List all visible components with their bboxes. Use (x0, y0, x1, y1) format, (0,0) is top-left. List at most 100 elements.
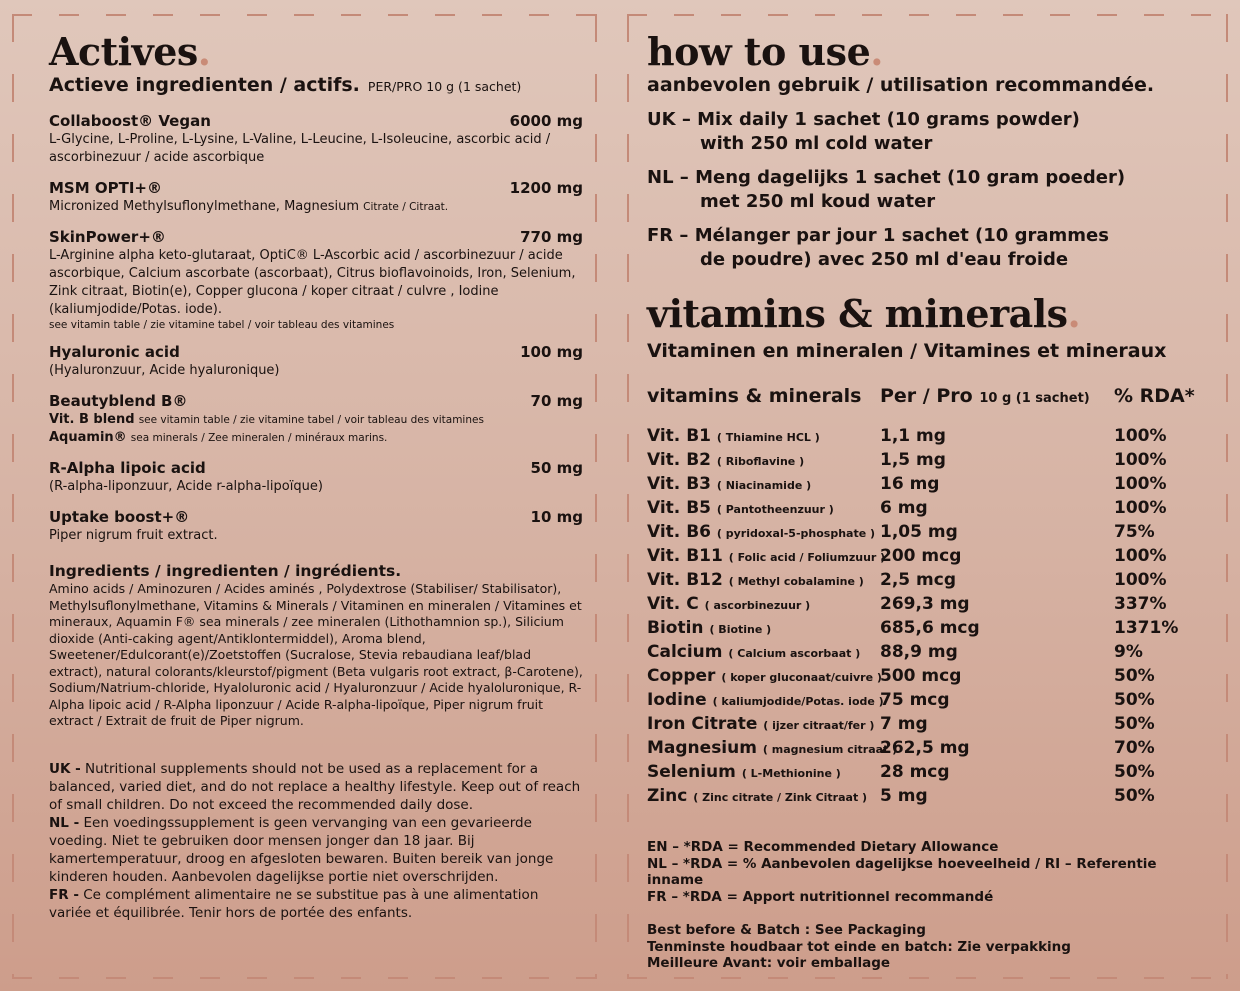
item-name: MSM OPTI+® (49, 179, 163, 197)
item-description: L-Arginine alpha keto-glutaraat, OptiC® … (49, 247, 583, 319)
nutrient-name: Vit. B12 ( Methyl cobalamine ) (647, 569, 880, 593)
nutrient-label: Vit. B6 (647, 522, 711, 542)
nutrient-label: Calcium (647, 642, 723, 662)
table-row: Selenium ( L-Methionine ) 28 mcg 50% (647, 761, 1214, 785)
nutrient-rda: 100% (1114, 474, 1167, 494)
item-line-label: Vit. B blend (49, 412, 135, 427)
item-line-text: sea minerals / Zee mineralen / minéraux … (130, 432, 388, 444)
table-row: Zinc ( Zinc citrate / Zink Citraat ) 5 mg… (647, 785, 1214, 809)
nutrient-source: ( Zinc citrate / Zink Citraat ) (693, 791, 868, 804)
nutrient-name: Biotin ( Biotine ) (647, 617, 880, 641)
item-amount: 770 mg (520, 228, 583, 246)
how-to-use-subtitle: aanbevolen gebruik / utilisation recomma… (647, 74, 1155, 96)
table-row: Biotin ( Biotine ) 685,6 mcg 1371% (647, 617, 1214, 641)
how-to-use-title: how to use. (647, 29, 883, 74)
nutrient-rda: 50% (1114, 666, 1155, 686)
nutrient-label: Zinc (647, 786, 688, 806)
item-name: Uptake boost+® (49, 508, 190, 526)
nutrient-label: Copper (647, 666, 716, 686)
item-description: (Hyaluronzuur, Acide hyaluronique) (49, 362, 583, 380)
nutrient-rda: 337% (1114, 594, 1167, 614)
item-amount: 1200 mg (509, 179, 583, 197)
item-amount: 10 mg (530, 508, 583, 526)
item-description: (R-alpha-liponzuur, Acide r-alpha-lipoïq… (49, 478, 583, 496)
active-item: R-Alpha lipoic acid 50 mg (R-alpha-liponzu… (49, 458, 583, 496)
warning-text: Een voedingssupplement is geen vervangin… (49, 814, 554, 885)
usage-line: de poudre) avec 250 ml d'eau froide (700, 249, 1069, 270)
nutrient-rda: 50% (1114, 714, 1155, 734)
nutrient-name: Vit. B11 ( Folic acid / Foliumzuur ) (647, 545, 885, 569)
nutrient-label: Vit. C (647, 594, 699, 614)
actives-panel: Actives. Actieve ingredienten / actifs. P… (12, 14, 597, 979)
usage-line: with 250 ml cold water (700, 133, 933, 154)
nutrient-label: Iodine (647, 690, 707, 710)
table-row: Vit. B2 ( Riboflavine ) 1,5 mg 100% (647, 449, 1214, 473)
nutrient-rda: 75% (1114, 522, 1155, 542)
item-name: Collaboost® Vegan (49, 112, 211, 130)
warning-lang: NL - (49, 814, 80, 831)
nutrient-amount: 269,3 mg (880, 594, 970, 614)
nutrient-source: ( ijzer citraat/fer ) (763, 719, 875, 732)
nutrient-source: ( Thiamine HCL ) (716, 431, 820, 444)
item-note: see vitamin table / zie vitamine tabel /… (49, 319, 395, 331)
item-name: R-Alpha lipoic acid (49, 459, 206, 477)
nutrient-source: ( koper gluconaat/cuivre ) (721, 671, 882, 684)
warning-text: Nutritional supplements should not be us… (49, 760, 581, 813)
nutrient-amount: 75 mcg (880, 690, 950, 710)
table-row: Iodine ( kaliumjodide/Potas. iode ) 75 mc… (647, 689, 1214, 713)
batch-notes: Best before & Batch : See Packaging Tenmi… (647, 922, 1214, 972)
nutrient-label: Vit. B12 (647, 570, 723, 590)
nutrient-rda: 1371% (1114, 618, 1179, 638)
nutrient-source: ( Biotine ) (709, 623, 772, 636)
warning-lang: UK - (49, 760, 81, 777)
nutrient-name: Vit. B6 ( pyridoxal-5-phosphate ) (647, 521, 880, 545)
nutrient-source: ( ascorbinezuur ) (704, 599, 811, 612)
item-description: Piper nigrum fruit extract. (49, 527, 583, 545)
nutrient-rda: 100% (1114, 546, 1167, 566)
table-row: Vit. B5 ( Pantotheenzuur ) 6 mg 100% (647, 497, 1214, 521)
nutrient-amount: 685,6 mcg (880, 618, 980, 638)
nutrient-amount: 2,5 mcg (880, 570, 956, 590)
item-amount: 100 mg (520, 343, 583, 361)
item-header: Beautyblend B® 70 mg (49, 391, 583, 411)
nutrient-label: Vit. B1 (647, 426, 711, 446)
active-item: Uptake boost+® 10 mg Piper nigrum fruit ex… (49, 507, 583, 545)
actives-subtitle: Actieve ingredienten / actifs. PER/PRO 10… (49, 74, 522, 96)
nutrient-amount: 262,5 mg (880, 738, 970, 758)
serving-size: PER/PRO 10 g (1 sachet) (367, 79, 522, 94)
nutrient-name: Iron Citrate ( ijzer citraat/fer ) (647, 713, 880, 737)
item-header: Collaboost® Vegan 6000 mg (49, 111, 583, 131)
table-row: Vit. B1 ( Thiamine HCL ) 1,1 mg 100% (647, 425, 1214, 449)
nutrient-source: ( Pantotheenzuur ) (716, 503, 834, 516)
nutrient-source: ( Folic acid / Foliumzuur ) (728, 551, 886, 564)
table-row: Vit. C ( ascorbinezuur ) 269,3 mg 337% (647, 593, 1214, 617)
item-header: R-Alpha lipoic acid 50 mg (49, 458, 583, 478)
nutrient-name: Magnesium ( magnesium citraat ) (647, 737, 897, 761)
table-row: Vit. B11 ( Folic acid / Foliumzuur ) 200 … (647, 545, 1214, 569)
table-row: Magnesium ( magnesium citraat ) 262,5 mg 7… (647, 737, 1214, 761)
item-amount: 70 mg (530, 392, 583, 410)
vitamins-subtitle: Vitaminen en mineralen / Vitamines et mi… (647, 340, 1167, 362)
description-text: (R-alpha-liponzuur, Acide r-alpha-lipoïq… (49, 479, 323, 494)
nutrient-name: Calcium ( Calcium ascorbaat ) (647, 641, 880, 665)
actives-title: Actives. (49, 29, 211, 74)
nutrient-amount: 1,1 mg (880, 426, 946, 446)
item-line-text: see vitamin table / zie vitamine tabel /… (138, 414, 484, 426)
table-row: Iron Citrate ( ijzer citraat/fer ) 7 mg 50… (647, 713, 1214, 737)
description-text: (Hyaluronzuur, Acide hyaluronique) (49, 363, 280, 378)
nutrient-label: Biotin (647, 618, 704, 638)
usage-line: met 250 ml koud water (700, 191, 936, 212)
description-text: L-Glycine, L-Proline, L-Lysine, L-Valine… (49, 132, 551, 165)
table-row: Copper ( koper gluconaat/cuivre ) 500 mcg… (647, 665, 1214, 689)
ingredients-text: Amino acids / Aminozuren / Acides aminés… (49, 581, 583, 728)
nutrient-source: ( L-Methionine ) (741, 767, 841, 780)
usage-instruction: FR – Mélanger par jour 1 sachet (10 gram… (647, 224, 1214, 272)
nutrient-label: Vit. B5 (647, 498, 711, 518)
rda-notes: EN – *RDA = Recommended Dietary Allowanc… (647, 839, 1214, 905)
item-amount: 6000 mg (509, 112, 583, 130)
table-header: vitamins & minerals Per / Pro 10 g (1 sa… (647, 385, 1195, 407)
item-amount: 50 mg (530, 459, 583, 477)
nutrient-name: Vit. B3 ( Niacinamide ) (647, 473, 880, 497)
vitamin-table: vitamins & minerals Per / Pro 10 g (1 sa… (647, 384, 1214, 809)
nutrient-label: Vit. B3 (647, 474, 711, 494)
